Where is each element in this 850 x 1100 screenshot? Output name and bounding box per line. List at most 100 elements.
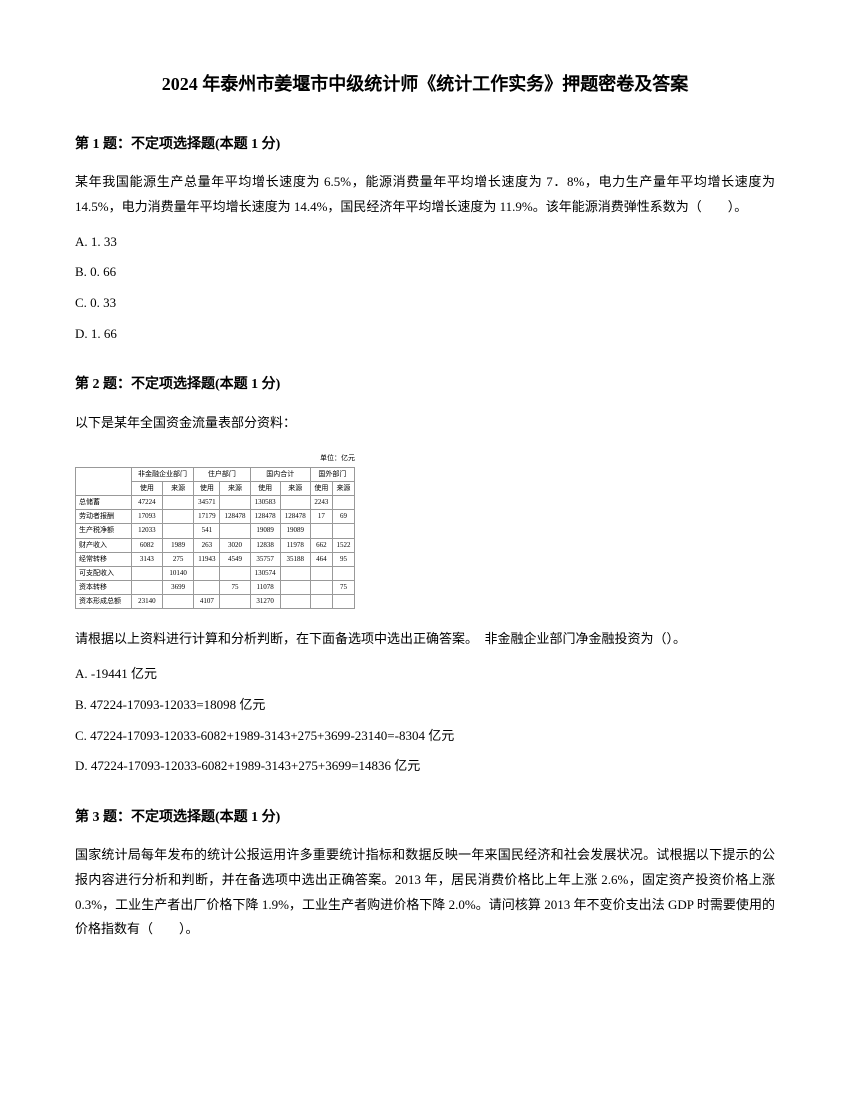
table-row: 可支配收入 10140 130574: [76, 566, 355, 580]
table-cell: [220, 566, 250, 580]
q2-table: 非金融企业部门 住户部门 国内合计 国外部门 使用 来源 使用 来源 使用 来源…: [75, 467, 355, 610]
table-cell: 47224: [131, 495, 162, 509]
row-label: 资本转移: [76, 581, 132, 595]
row-label: 资本形成总额: [76, 595, 132, 609]
table-cell: 541: [194, 524, 220, 538]
th-sub6: 来源: [280, 481, 310, 495]
table-cell: 128478: [250, 510, 280, 524]
row-label: 经常转移: [76, 552, 132, 566]
table-cell: 128478: [220, 510, 250, 524]
table-cell: 23140: [131, 595, 162, 609]
row-label: 财产收入: [76, 538, 132, 552]
q2-option-d: D. 47224-17093-12033-6082+1989-3143+275+…: [75, 754, 775, 779]
table-cell: [280, 566, 310, 580]
table-cell: 3699: [162, 581, 193, 595]
row-label: 可支配收入: [76, 566, 132, 580]
table-cell: 130583: [250, 495, 280, 509]
table-cell: 4549: [220, 552, 250, 566]
table-cell: [310, 581, 332, 595]
q2-option-a: A. -19441 亿元: [75, 662, 775, 687]
table-cell: 35188: [280, 552, 310, 566]
table-cell: 34571: [194, 495, 220, 509]
table-cell: 95: [332, 552, 354, 566]
th-col2: 住户部门: [194, 467, 250, 481]
table-cell: [220, 524, 250, 538]
table-cell: 263: [194, 538, 220, 552]
th-blank: [76, 467, 132, 495]
q2-table-container: 单位：亿元 非金融企业部门 住户部门 国内合计 国外部门 使用 来源 使用 来源…: [75, 453, 355, 609]
table-row: 总储蓄47224345711305832243: [76, 495, 355, 509]
q1-option-b: B. 0. 66: [75, 260, 775, 285]
q1-option-a: A. 1. 33: [75, 230, 775, 255]
table-cell: [162, 510, 193, 524]
q3-text: 国家统计局每年发布的统计公报运用许多重要统计指标和数据反映一年来国民经济和社会发…: [75, 843, 775, 942]
th-sub3: 使用: [194, 481, 220, 495]
table-cell: 75: [220, 581, 250, 595]
th-col4: 国外部门: [310, 467, 354, 481]
q3-header: 第 3 题：不定项选择题(本题 1 分): [75, 807, 775, 829]
table-cell: 10140: [162, 566, 193, 580]
table-cell: [332, 495, 354, 509]
table-cell: 11943: [194, 552, 220, 566]
table-row: 劳动者报酬17093171791284781284781284781769: [76, 510, 355, 524]
row-label: 生产税净额: [76, 524, 132, 538]
table-cell: 69: [332, 510, 354, 524]
th-sub1: 使用: [131, 481, 162, 495]
th-col3: 国内合计: [250, 467, 310, 481]
q2-option-b: B. 47224-17093-12033=18098 亿元: [75, 693, 775, 718]
table-cell: 31270: [250, 595, 280, 609]
th-sub8: 来源: [332, 481, 354, 495]
table-cell: 6082: [131, 538, 162, 552]
table-cell: [332, 595, 354, 609]
table-cell: [194, 566, 220, 580]
table-unit: 单位：亿元: [75, 453, 355, 464]
table-cell: [332, 524, 354, 538]
document-title: 2024 年泰州市姜堰市中级统计师《统计工作实务》押题密卷及答案: [75, 70, 775, 99]
table-cell: 128478: [280, 510, 310, 524]
table-cell: [310, 595, 332, 609]
table-cell: [131, 581, 162, 595]
table-cell: 17093: [131, 510, 162, 524]
table-cell: 3020: [220, 538, 250, 552]
table-cell: 3143: [131, 552, 162, 566]
table-row: 财产收入60821989263302012838119786621522: [76, 538, 355, 552]
table-cell: 4107: [194, 595, 220, 609]
table-cell: 35757: [250, 552, 280, 566]
table-cell: 275: [162, 552, 193, 566]
table-cell: [162, 524, 193, 538]
table-cell: 2243: [310, 495, 332, 509]
row-label: 劳动者报酬: [76, 510, 132, 524]
table-cell: [332, 566, 354, 580]
table-row: 资本形成总额23140 4107 31270: [76, 595, 355, 609]
table-row: 经常转移3143275119434549357573518846495: [76, 552, 355, 566]
table-cell: [131, 566, 162, 580]
q1-option-d: D. 1. 66: [75, 322, 775, 347]
table-cell: 1989: [162, 538, 193, 552]
table-cell: [280, 495, 310, 509]
table-cell: 19089: [280, 524, 310, 538]
table-cell: [162, 595, 193, 609]
table-cell: 464: [310, 552, 332, 566]
table-cell: [220, 595, 250, 609]
table-cell: 12033: [131, 524, 162, 538]
q2-post-text: 请根据以上资料进行计算和分析判断，在下面备选项中选出正确答案。 非金融企业部门净…: [75, 627, 775, 652]
table-row: 生产税净额12033 541 1908919089: [76, 524, 355, 538]
q1-text: 某年我国能源生产总量年平均增长速度为 6.5%，能源消费量年平均增长速度为 7．…: [75, 170, 775, 219]
q2-header: 第 2 题：不定项选择题(本题 1 分): [75, 374, 775, 396]
th-sub7: 使用: [310, 481, 332, 495]
table-cell: 1522: [332, 538, 354, 552]
table-cell: 17: [310, 510, 332, 524]
table-cell: [220, 495, 250, 509]
table-cell: 130574: [250, 566, 280, 580]
q2-option-c: C. 47224-17093-12033-6082+1989-3143+275+…: [75, 724, 775, 749]
q1-option-c: C. 0. 33: [75, 291, 775, 316]
table-cell: 11978: [280, 538, 310, 552]
table-cell: [280, 595, 310, 609]
table-cell: 19089: [250, 524, 280, 538]
table-cell: [194, 581, 220, 595]
table-row: 资本转移3699751107875: [76, 581, 355, 595]
table-cell: 75: [332, 581, 354, 595]
q1-header: 第 1 题：不定项选择题(本题 1 分): [75, 134, 775, 156]
th-col1: 非金融企业部门: [131, 467, 194, 481]
table-cell: [310, 524, 332, 538]
